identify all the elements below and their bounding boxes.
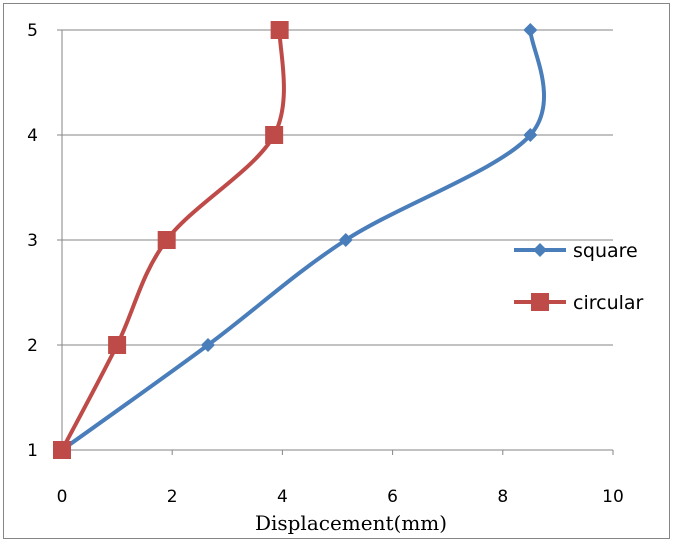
axes (57, 29, 614, 455)
x-tick-label-4: 4 (277, 487, 288, 507)
square-point-3 (338, 233, 353, 247)
x-tick-label-6: 6 (387, 487, 398, 507)
x-tick-label-8: 8 (497, 487, 508, 507)
circular-point-1 (53, 441, 71, 459)
y-tick-label-5: 5 (27, 21, 38, 41)
x-tick-labels: 0 2 4 6 8 10 (57, 487, 624, 507)
legend: square circular (514, 240, 644, 314)
gridlines (62, 29, 613, 346)
legend-label-circular: circular (573, 292, 644, 314)
x-tick-label-10: 10 (602, 487, 624, 507)
square-point-2 (201, 338, 216, 352)
x-axis-title: Displacement(mm) (255, 511, 447, 535)
circular-point-3 (157, 231, 176, 249)
circular-point-2 (108, 336, 127, 354)
x-tick-label-0: 0 (57, 487, 68, 507)
legend-marker-square (533, 243, 547, 257)
y-tick-labels: 1 2 3 4 5 (27, 21, 38, 461)
legend-marker-circular (531, 293, 549, 311)
y-tick-label-2: 2 (27, 336, 38, 356)
y-tick-label-3: 3 (27, 231, 38, 251)
legend-label-square: square (573, 240, 638, 262)
y-tick-label-1: 1 (27, 441, 38, 461)
circular-point-4 (265, 126, 284, 144)
legend-item-circular: circular (514, 292, 644, 314)
circular-point-5 (270, 21, 289, 39)
square-point-5 (523, 23, 538, 37)
legend-item-square: square (514, 240, 638, 262)
y-tick-label-4: 4 (27, 126, 38, 146)
square-point-4 (523, 128, 538, 142)
series-layer (53, 21, 547, 459)
x-tick-label-2: 2 (167, 487, 178, 507)
series-circular (53, 21, 289, 459)
